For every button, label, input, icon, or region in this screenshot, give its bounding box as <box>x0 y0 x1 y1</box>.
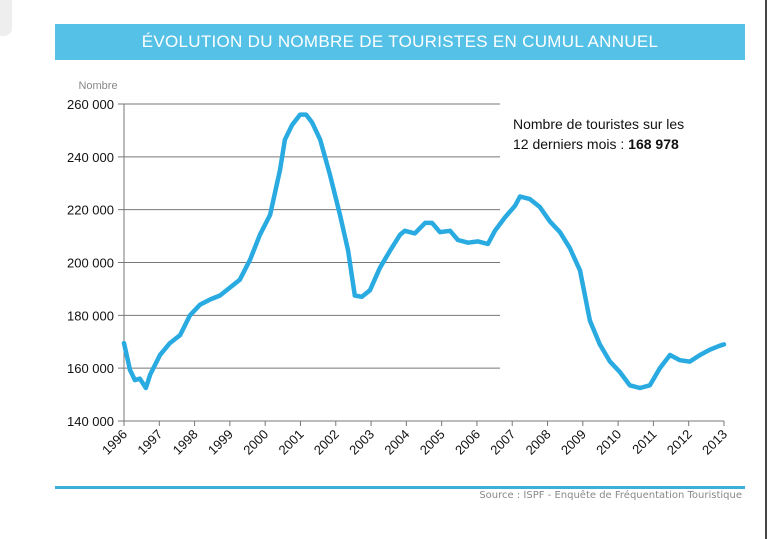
y-axis-label: Nombre <box>78 80 117 92</box>
x-tick-label: 2004 <box>381 427 412 458</box>
x-tick-label: 2007 <box>487 427 518 458</box>
x-tick-label: 2002 <box>311 427 342 458</box>
window-border <box>765 0 767 539</box>
x-tick-label: 2005 <box>417 427 448 458</box>
annotation-line2: 12 derniers mois : <box>513 136 629 152</box>
annotation: Nombre de touristes sur les 12 derniers … <box>513 114 684 154</box>
x-tick-label: 2008 <box>523 427 554 458</box>
x-tick-label: 1999 <box>205 427 236 458</box>
x-tick-label: 1996 <box>99 427 130 458</box>
source-note: Source : ISPF - Enquête de Fréquentation… <box>479 490 742 501</box>
x-tick-label: 1998 <box>170 427 201 458</box>
y-tick-label: 160 000 <box>67 361 114 376</box>
decorative-shape <box>0 0 12 36</box>
x-tick-label: 2011 <box>629 427 659 457</box>
x-tick-label: 2006 <box>452 427 483 458</box>
y-tick-label: 240 000 <box>67 150 114 165</box>
chart-title: ÉVOLUTION DU NOMBRE DE TOURISTES EN CUMU… <box>55 24 745 60</box>
x-tick-label: 2012 <box>664 427 695 458</box>
annotation-line1: Nombre de touristes sur les <box>513 116 685 132</box>
bottom-rule <box>55 486 745 489</box>
annotation-value: 168 978 <box>628 136 679 152</box>
y-tick-label: 180 000 <box>67 308 114 323</box>
x-tick-label: 2009 <box>558 427 589 458</box>
x-tick-label: 2010 <box>593 427 624 458</box>
x-tick-label: 2003 <box>346 427 377 458</box>
series-line <box>121 112 727 391</box>
y-tick-label: 140 000 <box>67 414 114 429</box>
x-tick-label: 2000 <box>240 427 271 458</box>
x-tick-label: 2001 <box>276 427 307 458</box>
x-tick-label: 1997 <box>134 427 165 458</box>
y-tick-label: 200 000 <box>67 256 114 271</box>
y-tick-label: 220 000 <box>67 203 114 218</box>
x-tick-label: 2013 <box>699 427 730 458</box>
y-tick-label: 260 000 <box>67 97 114 112</box>
